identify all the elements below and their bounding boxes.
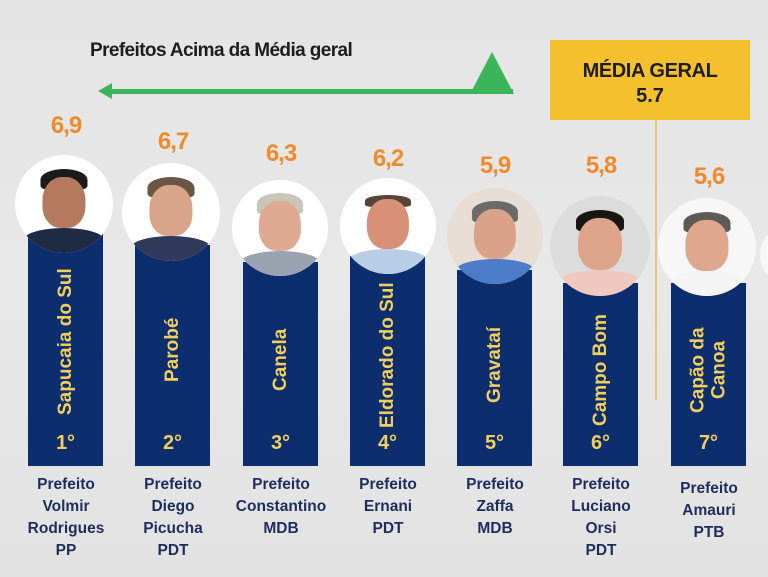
city-name: Eldorado do Sul	[377, 282, 398, 428]
score-label: 5,8	[585, 152, 617, 179]
ranking-bar	[457, 270, 532, 466]
ranking-bar	[671, 283, 746, 466]
average-value: 5.7	[636, 85, 664, 107]
arrow-left-icon	[98, 83, 112, 99]
mayor-column-7: 5,6 Capão da Canoa 7° Prefeito Amauri PT…	[658, 0, 756, 577]
ranking-bar	[350, 255, 425, 466]
ranking-bar	[243, 262, 318, 466]
average-label: MÉDIA GERAL	[582, 60, 718, 82]
mayor-column-2: 6,7 Parobé 2° Prefeito Diego Picucha PDT	[122, 0, 220, 577]
partial-photo-edge	[760, 225, 768, 285]
score-label: 6,2	[372, 145, 404, 172]
ranking-bar	[563, 283, 638, 466]
mayor-info: Prefeito Amauri PTB	[680, 480, 738, 541]
mayor-info: Prefeito Luciano Orsi PDT	[571, 476, 631, 559]
city-name: Campo Bom	[590, 314, 611, 426]
rank-label: 7°	[698, 432, 719, 454]
score-label: 6,9	[50, 112, 82, 139]
mayor-photo	[658, 198, 756, 296]
ranking-bar	[135, 245, 210, 466]
average-reference-line	[655, 120, 657, 400]
mayor-column-5: 5,9 Gravataí 5° Prefeito Zaffa MDB	[447, 0, 543, 577]
rank-label: 5°	[484, 432, 505, 454]
above-average-arrow-line	[108, 89, 513, 94]
mayor-photo	[340, 178, 436, 274]
city-name: Sapucaia do Sul	[55, 268, 76, 416]
rank-label: 2°	[162, 432, 183, 454]
mayor-photo	[15, 155, 113, 253]
mayor-photo	[447, 188, 543, 284]
average-box: MÉDIA GERAL 5.7	[550, 40, 750, 120]
rank-label: 6°	[590, 432, 611, 454]
city-name: Parobé	[162, 317, 183, 383]
city-name: Gravataí	[484, 326, 505, 404]
mayor-column-1: 6,9 Sapucaia do Sul 1° Prefeito Volmir R…	[15, 0, 113, 577]
score-label: 6,7	[157, 128, 189, 155]
score-label: 5,6	[693, 163, 725, 190]
score-label: 6,3	[265, 140, 297, 167]
score-label: 5,9	[479, 152, 511, 179]
mayor-column-3: 6,3 Canela 3° Prefeito Constantino MDB	[232, 0, 328, 577]
mayor-info: Prefeito Volmir Rodrigues PP	[27, 476, 105, 559]
mayor-info: Prefeito Ernani PDT	[359, 476, 417, 537]
mayor-photo	[122, 163, 220, 261]
mayor-info: Prefeito Diego Picucha PDT	[143, 476, 203, 559]
rank-label: 3°	[270, 432, 291, 454]
mayor-photo	[232, 180, 328, 276]
rank-label: 1°	[55, 432, 76, 454]
triangle-up-icon	[470, 52, 514, 94]
city-name: Capão da Canoa	[687, 327, 730, 413]
mayor-info: Prefeito Zaffa MDB	[466, 476, 524, 537]
mayor-column-6: 5,8 Campo Bom 6° Prefeito Luciano Orsi P…	[550, 0, 650, 577]
mayor-info: Prefeito Constantino MDB	[235, 476, 327, 537]
ranking-bar	[28, 232, 103, 466]
mayor-column-4: 6,2 Eldorado do Sul 4° Prefeito Ernani P…	[340, 0, 436, 577]
mayor-photo	[550, 196, 650, 296]
city-name: Canela	[270, 328, 291, 392]
rank-label: 4°	[377, 432, 398, 454]
chart-title: Prefeitos Acima da Média geral	[90, 40, 353, 61]
